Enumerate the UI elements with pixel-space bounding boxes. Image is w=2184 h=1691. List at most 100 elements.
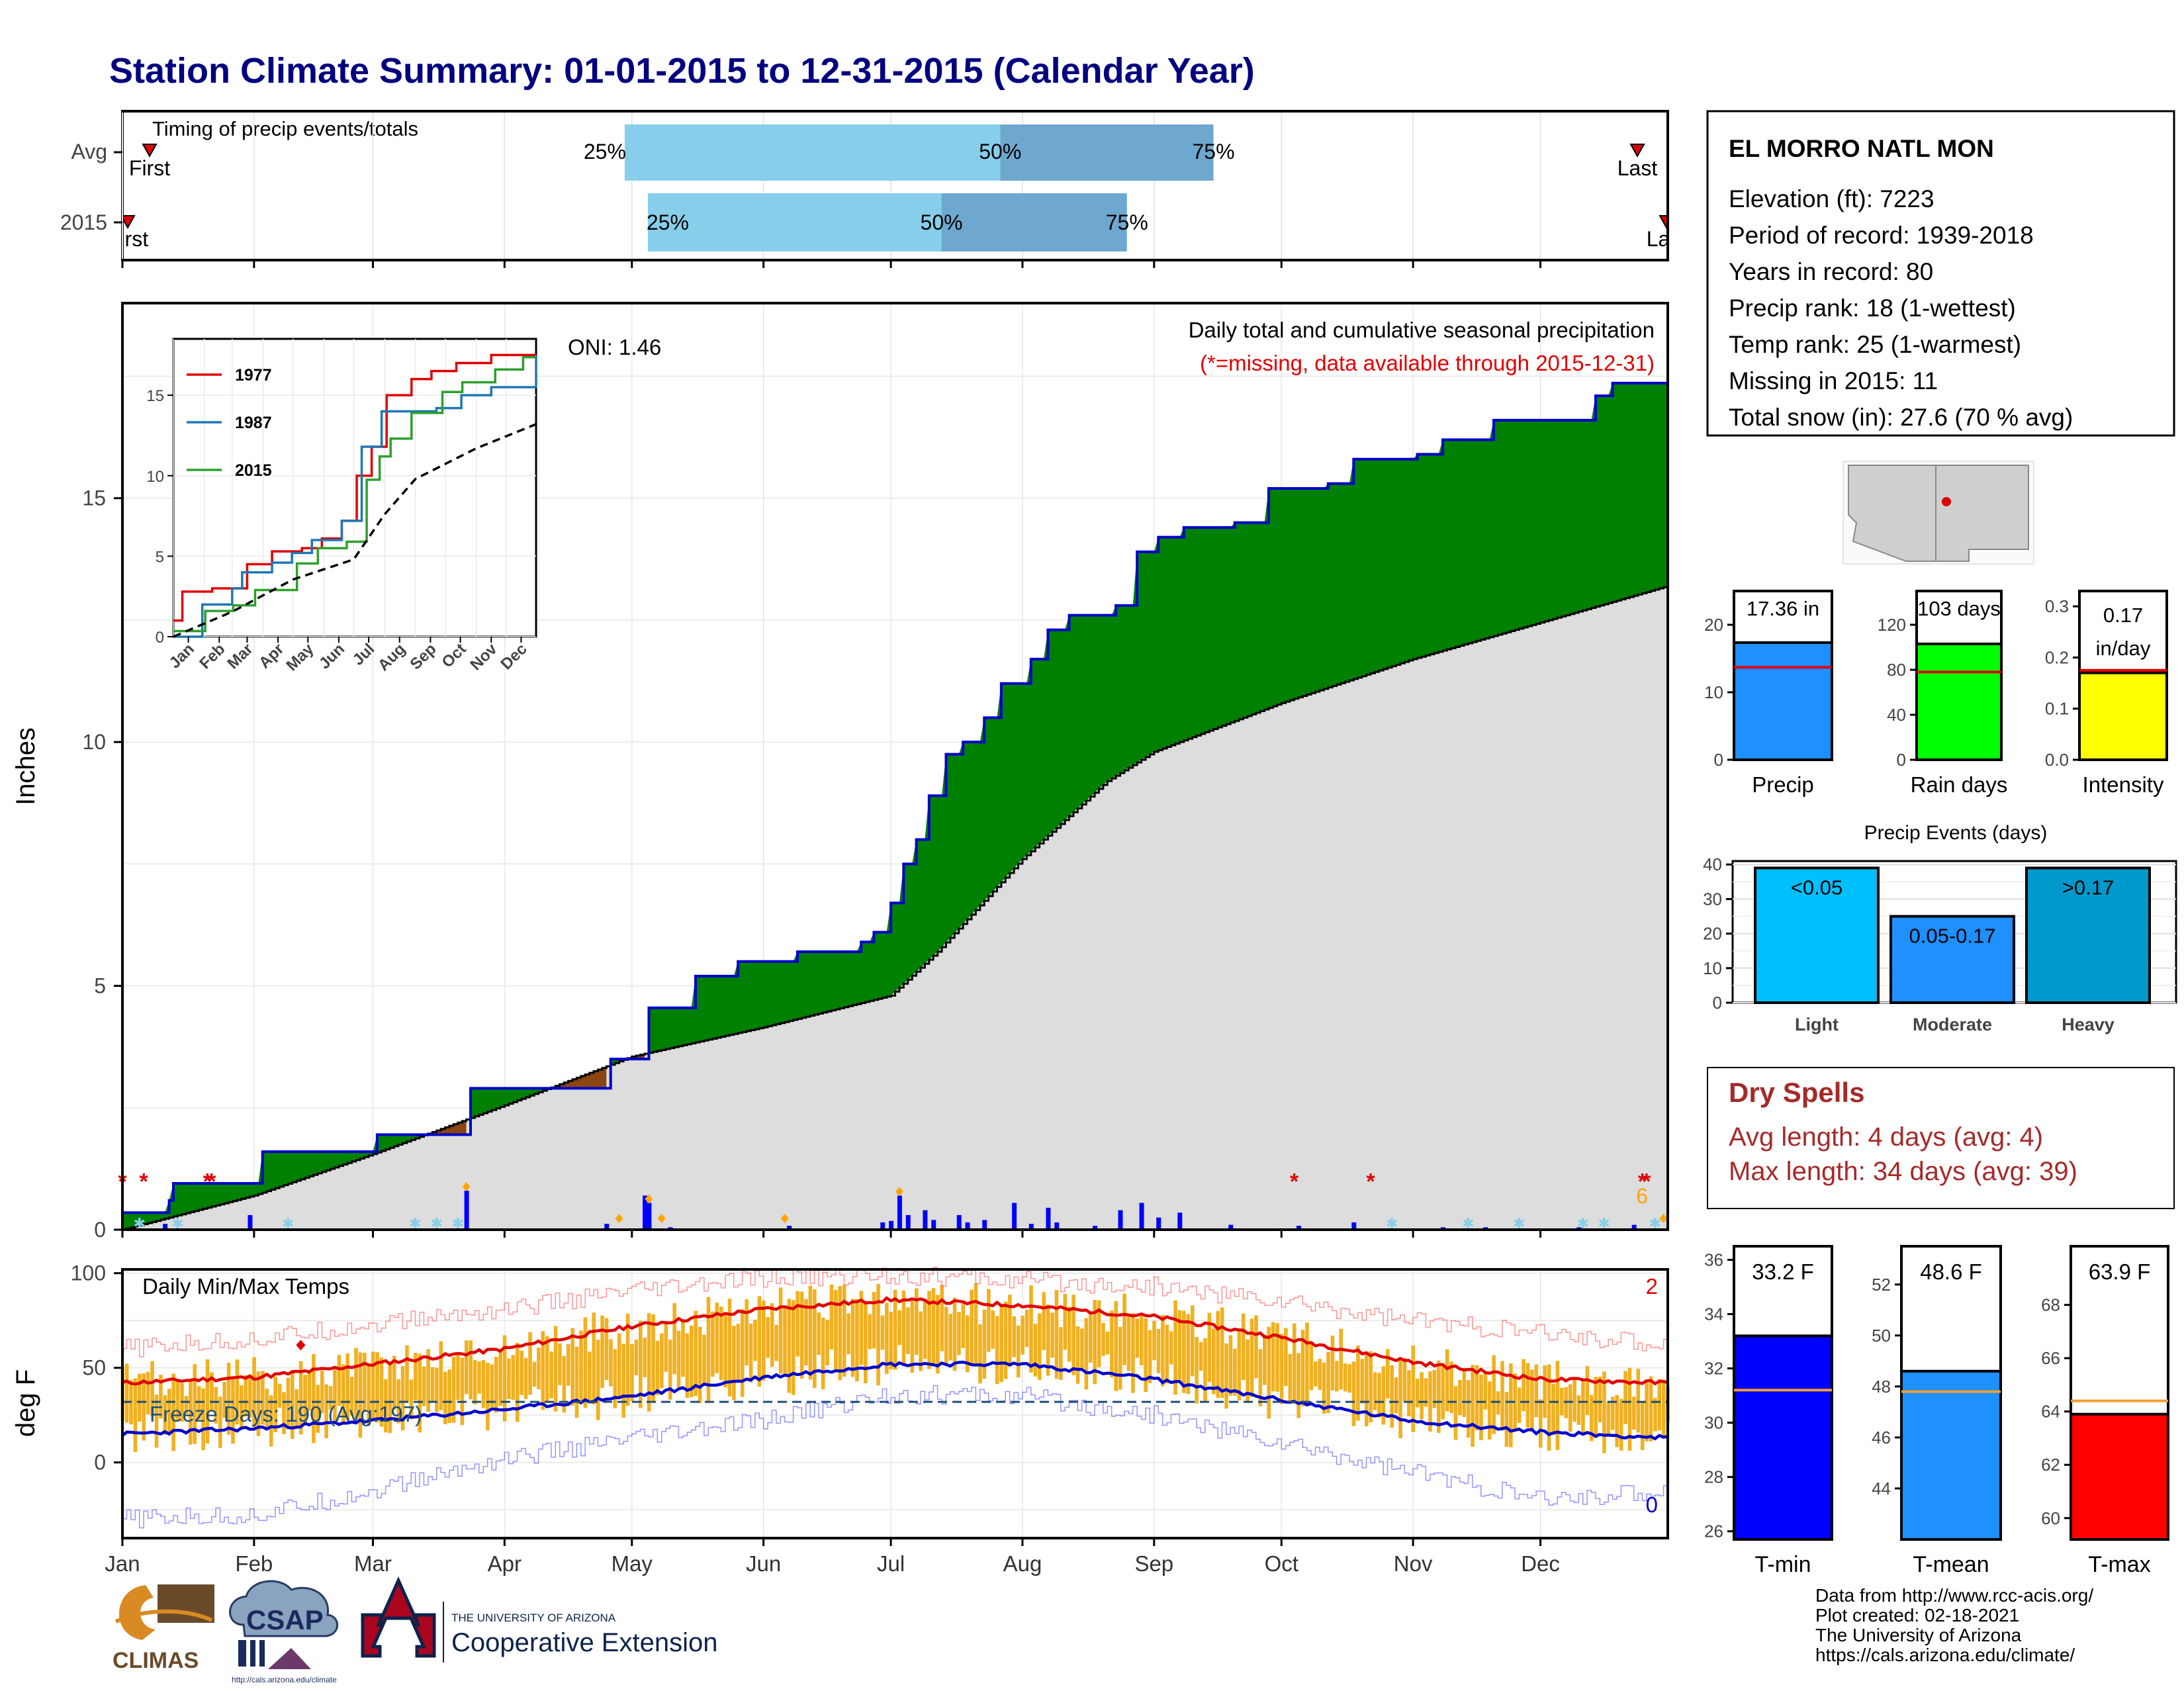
daily-precip-bar bbox=[643, 1195, 648, 1230]
daily-temp-bar bbox=[1356, 1346, 1360, 1421]
daily-temp-bar bbox=[214, 1387, 218, 1424]
daily-temp-bar bbox=[1080, 1328, 1084, 1369]
daily-temp-bar bbox=[244, 1375, 248, 1417]
daily-temp-bar bbox=[609, 1339, 613, 1387]
temp-chart: 0 50 100 Jan Feb Mar Apr May Jun Jul Aug Sep Oct Nov D… bbox=[11, 1261, 1670, 1576]
daily-temp-bar bbox=[694, 1310, 698, 1396]
daily-temp-bar bbox=[1636, 1369, 1641, 1433]
daily-temp-bar bbox=[676, 1330, 681, 1389]
daily-temp-bar bbox=[600, 1315, 604, 1389]
snow-marker: ✱ bbox=[1598, 1215, 1610, 1232]
mini-precip-tick-label: 10 bbox=[1704, 682, 1723, 702]
record-max-line bbox=[122, 1267, 1668, 1357]
daily-temp-bar bbox=[592, 1312, 596, 1405]
daily-temp-bar bbox=[358, 1352, 363, 1438]
mini-precip-tick-label: 0.2 bbox=[2045, 647, 2069, 667]
footer-line-ua: The University of Arizona bbox=[1815, 1625, 2022, 1645]
new-mexico-shape bbox=[1935, 465, 2029, 562]
daily-temp-bar bbox=[558, 1343, 562, 1385]
daily-temp-bar bbox=[588, 1351, 592, 1400]
daily-temp-bar bbox=[732, 1326, 736, 1400]
dry-spells-title: Dry Spells bbox=[1729, 1077, 1864, 1108]
station-info-box: EL MORRO NATL MON Elevation (ft): 7223 P… bbox=[1706, 110, 2175, 437]
inset-ytick-label: 10 bbox=[146, 468, 164, 486]
inset-series-line-2015 bbox=[173, 355, 536, 633]
daily-temp-bar bbox=[1122, 1293, 1126, 1365]
daily-temp-bar bbox=[1152, 1320, 1156, 1361]
daily-temp-bar bbox=[1598, 1376, 1602, 1422]
daily-temp-bar bbox=[371, 1351, 375, 1419]
inset-legend-label: 2015 bbox=[235, 461, 272, 480]
daily-temp-bar bbox=[235, 1359, 240, 1425]
mini-precip-tick-label: 120 bbox=[1878, 615, 1906, 635]
daily-temp-bar bbox=[507, 1358, 511, 1399]
daily-temp-bar bbox=[1042, 1292, 1046, 1350]
daily-temp-bar bbox=[1075, 1326, 1080, 1384]
daily-temp-bar bbox=[1560, 1387, 1564, 1416]
daily-temp-bar bbox=[982, 1309, 987, 1379]
daily-temp-bar bbox=[1199, 1342, 1203, 1371]
daily-temp-bar bbox=[138, 1373, 142, 1422]
daily-temp-bar bbox=[1441, 1364, 1445, 1420]
daily-temp-bar bbox=[804, 1299, 808, 1366]
daily-temp-bar bbox=[706, 1297, 711, 1402]
timing-bar-q2-q3 bbox=[941, 193, 1127, 251]
daily-temp-bar bbox=[1177, 1310, 1182, 1380]
daily-precip-bar bbox=[880, 1222, 886, 1230]
mini-precip-unit: in/day bbox=[2096, 637, 2151, 660]
daily-temp-bar bbox=[1390, 1365, 1394, 1428]
mini-temp-label: T-mean bbox=[1913, 1552, 1989, 1577]
daily-temp-bar bbox=[948, 1313, 952, 1361]
daily-temp-bar bbox=[1148, 1330, 1152, 1384]
month-label: Jun bbox=[746, 1551, 781, 1576]
daily-temp-bar bbox=[1466, 1380, 1471, 1438]
daily-temp-bar bbox=[1657, 1379, 1662, 1431]
timing-p75-label: 75% bbox=[1192, 140, 1234, 163]
precip-ytick-label: 15 bbox=[82, 486, 106, 510]
daily-temp-bar bbox=[320, 1370, 324, 1414]
daily-temp-bar bbox=[1522, 1359, 1525, 1412]
mini-precip-tick-label: 20 bbox=[1704, 615, 1723, 635]
daily-temp-bar bbox=[681, 1320, 685, 1377]
daily-temp-bar bbox=[430, 1367, 435, 1403]
daily-temp-bar bbox=[745, 1299, 749, 1366]
daily-temp-bar bbox=[850, 1299, 855, 1377]
timing-bar-q1-q2 bbox=[647, 193, 942, 251]
daily-temp-bar bbox=[1271, 1322, 1275, 1392]
temp-count-top: 2 bbox=[1646, 1274, 1658, 1299]
daily-temp-bar bbox=[566, 1344, 570, 1386]
mini-temp-tick-label: 32 bbox=[1704, 1359, 1723, 1379]
daily-temp-bar bbox=[1322, 1362, 1326, 1414]
daily-temp-bar bbox=[1407, 1370, 1411, 1417]
daily-temp-bar bbox=[651, 1314, 655, 1402]
missing-day-marker: * bbox=[1642, 1169, 1651, 1194]
last-marker-avg bbox=[1629, 144, 1645, 158]
daily-temp-bar bbox=[1330, 1335, 1335, 1391]
daily-temp-bar bbox=[1445, 1349, 1449, 1412]
daily-temp-bar bbox=[1029, 1285, 1033, 1373]
month-label: Mar bbox=[354, 1551, 392, 1576]
daily-temp-bar bbox=[189, 1381, 193, 1445]
timing-panel: Timing of precip events/totals Avg 2015 … bbox=[60, 110, 1669, 268]
average-min-line bbox=[121, 1360, 1668, 1441]
daily-temp-bar bbox=[1300, 1330, 1305, 1406]
daily-temp-bar bbox=[944, 1306, 948, 1365]
mini-temp-value: 48.6 F bbox=[1920, 1259, 1982, 1284]
daily-temp-bar bbox=[574, 1346, 579, 1418]
inset-ytick-label: 0 bbox=[156, 629, 164, 647]
daily-temp-bar bbox=[604, 1318, 609, 1381]
station-snow: Total snow (in): 27.6 (70 % avg) bbox=[1729, 404, 2073, 431]
daily-temp-bar bbox=[1275, 1323, 1279, 1392]
month-label: Jul bbox=[877, 1551, 905, 1576]
daily-temp-bar bbox=[1606, 1401, 1611, 1435]
daily-temp-bar bbox=[1373, 1372, 1377, 1410]
daily-temp-bar bbox=[711, 1311, 715, 1377]
daily-temp-bar bbox=[863, 1303, 868, 1384]
daily-temp-bar bbox=[570, 1328, 574, 1406]
daily-temp-bar bbox=[154, 1394, 159, 1448]
mini-temp-tick-label: 68 bbox=[2041, 1295, 2060, 1315]
daily-temp-bar bbox=[1386, 1349, 1390, 1398]
daily-temp-bar bbox=[702, 1334, 706, 1383]
daily-temp-bar bbox=[171, 1373, 175, 1451]
daily-temp-bar bbox=[923, 1299, 927, 1359]
